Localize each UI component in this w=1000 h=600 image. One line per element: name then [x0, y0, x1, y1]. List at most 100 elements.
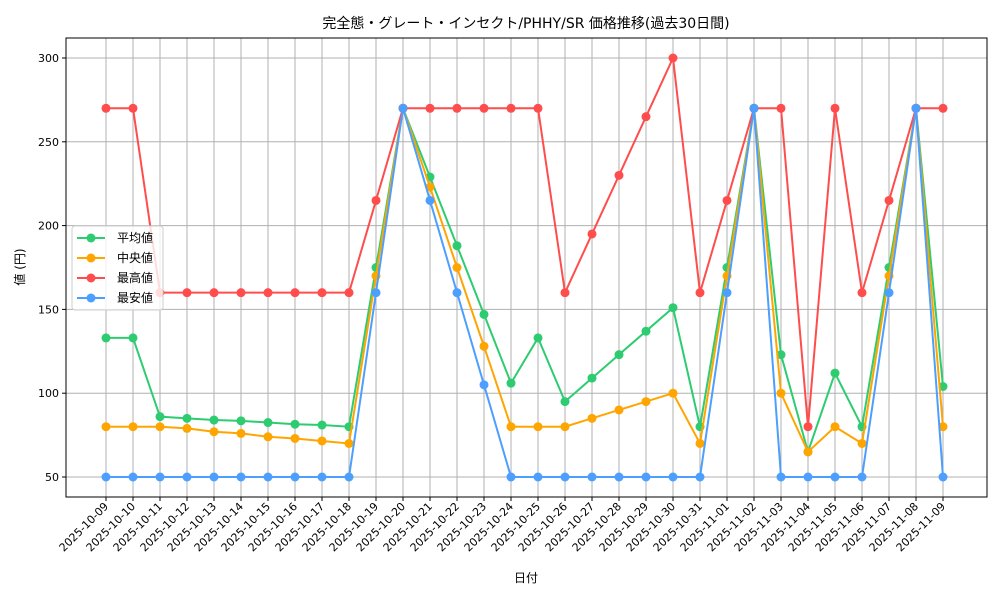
data-point — [479, 103, 489, 113]
data-point — [479, 309, 489, 319]
data-point — [560, 397, 570, 407]
data-point — [776, 350, 786, 360]
data-point — [209, 415, 219, 425]
data-point — [317, 420, 327, 430]
data-point — [587, 472, 597, 482]
data-point — [803, 447, 813, 457]
data-point — [398, 103, 408, 113]
data-point — [182, 288, 192, 298]
data-point — [533, 472, 543, 482]
legend-swatch-marker — [86, 293, 96, 303]
data-point — [560, 422, 570, 432]
data-point — [128, 422, 138, 432]
series-line — [106, 104, 944, 456]
data-point — [425, 103, 435, 113]
data-point — [506, 103, 516, 113]
data-point — [344, 472, 354, 482]
data-point — [317, 436, 327, 446]
data-point — [668, 303, 678, 313]
chart-title: 完全態・グレート・インセクト/PHHY/SR 価格推移(過去30日間) — [322, 15, 729, 32]
data-point — [101, 422, 111, 432]
data-point — [182, 423, 192, 433]
data-point — [614, 405, 624, 415]
data-point — [830, 368, 840, 378]
data-point — [290, 288, 300, 298]
data-point — [884, 288, 894, 298]
data-point — [155, 472, 165, 482]
data-point — [236, 428, 246, 438]
data-point — [938, 103, 948, 113]
data-point — [209, 288, 219, 298]
data-point — [263, 288, 273, 298]
legend-swatch-marker — [86, 233, 96, 243]
data-point — [857, 438, 867, 448]
data-point — [938, 472, 948, 482]
series-lines — [101, 53, 948, 482]
data-point — [371, 195, 381, 205]
data-point — [155, 422, 165, 432]
y-tick-label: 150 — [38, 303, 59, 316]
data-point — [749, 103, 759, 113]
data-point — [182, 413, 192, 423]
data-point — [344, 288, 354, 298]
data-point — [371, 288, 381, 298]
data-point — [506, 472, 516, 482]
data-point — [425, 195, 435, 205]
data-point — [641, 397, 651, 407]
data-point — [803, 472, 813, 482]
data-point — [668, 53, 678, 63]
y-tick-label: 250 — [38, 136, 59, 149]
data-point — [506, 422, 516, 432]
data-point — [614, 472, 624, 482]
data-point — [155, 412, 165, 422]
legend-label: 中央値 — [117, 250, 153, 265]
data-point — [263, 418, 273, 428]
data-point — [209, 472, 219, 482]
plot-frame — [65, 37, 988, 498]
y-tick-label: 100 — [38, 387, 59, 400]
data-point — [614, 350, 624, 360]
data-point — [452, 241, 462, 251]
data-point — [533, 333, 543, 343]
data-point — [560, 288, 570, 298]
data-point — [776, 103, 786, 113]
data-point — [290, 433, 300, 443]
data-point — [209, 427, 219, 437]
data-point — [182, 472, 192, 482]
series-line — [106, 107, 944, 454]
data-point — [560, 472, 570, 482]
data-point — [101, 103, 111, 113]
data-point — [452, 288, 462, 298]
data-point — [236, 288, 246, 298]
data-point — [776, 388, 786, 398]
data-point — [452, 263, 462, 272]
y-tick-label: 50 — [45, 471, 59, 484]
y-tick-label: 300 — [38, 52, 59, 65]
data-point — [911, 103, 921, 113]
data-point — [128, 103, 138, 113]
data-point — [533, 103, 543, 113]
data-point — [290, 472, 300, 482]
data-point — [668, 472, 678, 482]
legend-swatch-marker — [86, 253, 96, 263]
data-point — [938, 422, 948, 432]
data-point — [830, 103, 840, 113]
legend-label: 平均値 — [117, 230, 153, 245]
data-point — [263, 432, 273, 442]
data-point — [776, 472, 786, 482]
data-point — [587, 229, 597, 239]
data-point — [317, 288, 327, 298]
data-point — [317, 472, 327, 482]
legend-label: 最安値 — [117, 290, 153, 305]
data-point — [587, 413, 597, 423]
data-point — [452, 103, 462, 113]
data-point — [344, 438, 354, 448]
series-最高値 — [101, 53, 948, 432]
data-point — [263, 472, 273, 482]
y-tick-label: 200 — [38, 220, 59, 233]
data-point — [587, 373, 597, 383]
data-point — [479, 341, 489, 351]
data-point — [641, 326, 651, 336]
